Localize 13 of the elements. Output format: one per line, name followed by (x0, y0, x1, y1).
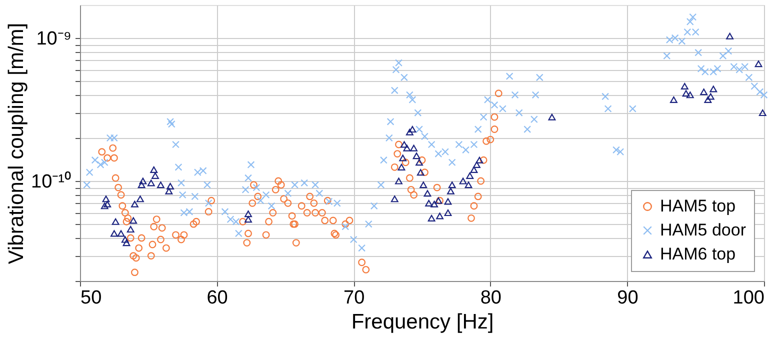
x-tick-label: 70 (344, 288, 365, 308)
x-tick-label: 100 (732, 288, 764, 308)
legend-label: HAM6 top (660, 244, 736, 264)
x-axis-title: Frequency [Hz] (351, 310, 494, 334)
x-tick-label: 90 (617, 288, 638, 308)
x-tick-label: 80 (480, 288, 502, 308)
y-tick-label: 10⁻¹⁰ (31, 170, 72, 193)
y-axis-title: Vibrational coupling [m/m] (5, 22, 28, 264)
legend-label: HAM5 top (660, 196, 736, 216)
x-tick-label: 60 (206, 288, 228, 308)
legend-label: HAM5 door (660, 220, 746, 240)
x-tick-label: 50 (80, 288, 102, 308)
y-tick-label: 10⁻⁹ (36, 28, 72, 50)
